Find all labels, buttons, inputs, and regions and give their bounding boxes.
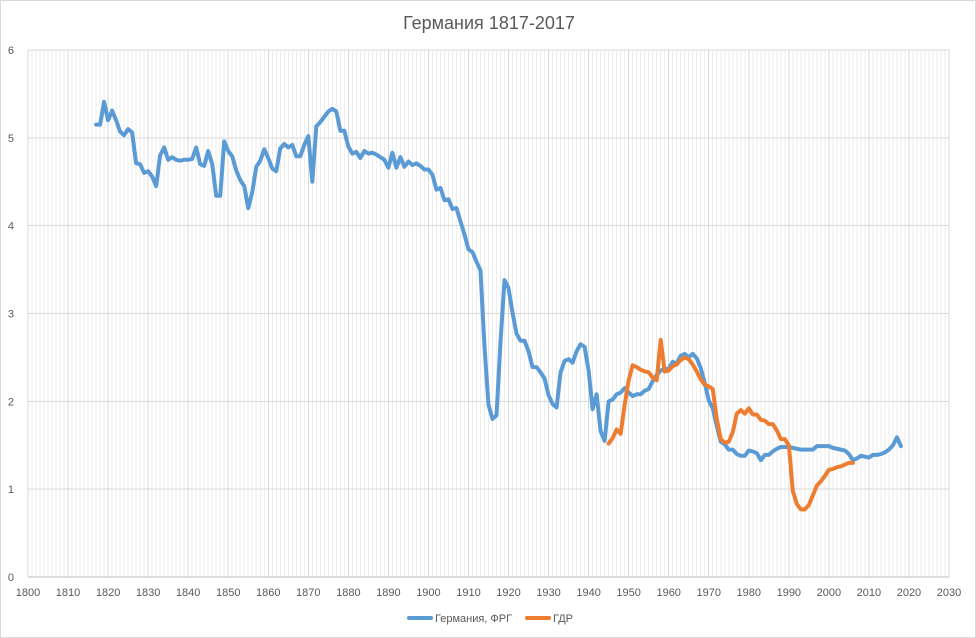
y-axis-labels: 0 1 2 3 4 5 6 xyxy=(8,45,14,584)
x-tick-label: 1850 xyxy=(216,587,240,599)
x-tick-label: 1830 xyxy=(136,587,160,599)
x-tick-label: 1950 xyxy=(616,587,640,599)
y-tick-label: 2 xyxy=(8,396,14,408)
y-tick-label: 5 xyxy=(8,133,14,145)
x-tick-label: 1840 xyxy=(176,587,200,599)
x-tick-label: 1990 xyxy=(777,587,801,599)
x-tick-label: 1890 xyxy=(376,587,400,599)
x-tick-label: 2030 xyxy=(937,587,961,599)
y-tick-label: 6 xyxy=(8,45,14,57)
series-line-0 xyxy=(94,99,903,463)
legend-label-gdr: ГДР xyxy=(553,613,573,625)
series-layer xyxy=(94,99,903,512)
x-tick-label: 1880 xyxy=(336,587,360,599)
x-tick-label: 1920 xyxy=(496,587,520,599)
x-tick-label: 1870 xyxy=(296,587,320,599)
x-tick-label: 1860 xyxy=(256,587,280,599)
x-tick-label: 1970 xyxy=(696,587,720,599)
series-line-1 xyxy=(606,337,855,512)
y-tick-label: 1 xyxy=(8,484,14,496)
x-tick-label: 1820 xyxy=(96,587,120,599)
y-tick-label: 3 xyxy=(8,309,14,321)
x-tick-label: 1910 xyxy=(456,587,480,599)
x-axis-labels: 1800 1810 1820 1830 1840 1850 1860 1870 1880 1890… xyxy=(16,587,961,599)
x-tick-label: 1940 xyxy=(576,587,600,599)
x-tick-label: 1960 xyxy=(656,587,680,599)
x-tick-label: 1980 xyxy=(737,587,761,599)
x-tick-label: 1900 xyxy=(416,587,440,599)
x-tick-label: 1800 xyxy=(16,587,40,599)
x-tick-label: 2010 xyxy=(857,587,881,599)
x-tick-label: 2020 xyxy=(897,587,921,599)
legend-label-germany: Германия, ФРГ xyxy=(435,613,512,625)
legend: Германия, ФРГ ГДР xyxy=(407,613,573,625)
x-tick-label: 2000 xyxy=(817,587,841,599)
x-tick-label: 1810 xyxy=(56,587,80,599)
y-tick-label: 4 xyxy=(8,221,14,233)
x-tick-label: 1930 xyxy=(536,587,560,599)
chart-title: Германия 1817-2017 xyxy=(403,13,575,33)
y-tick-label: 0 xyxy=(8,572,14,584)
